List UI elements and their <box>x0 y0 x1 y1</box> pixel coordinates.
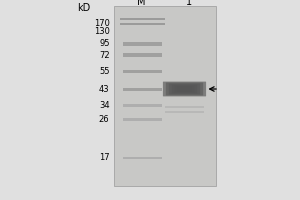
Text: 130: 130 <box>94 26 109 36</box>
Bar <box>123 88 162 90</box>
Text: kD: kD <box>77 3 91 13</box>
Bar <box>123 53 162 57</box>
Bar <box>123 104 162 106</box>
Bar <box>165 106 204 108</box>
Text: 26: 26 <box>99 116 110 124</box>
Bar <box>123 42 162 46</box>
Bar <box>123 70 162 73</box>
Bar <box>165 111 204 113</box>
Text: 43: 43 <box>99 85 110 94</box>
FancyBboxPatch shape <box>166 83 203 95</box>
Bar <box>114 6 216 186</box>
Text: 72: 72 <box>99 50 110 60</box>
FancyBboxPatch shape <box>178 86 191 92</box>
Bar <box>123 157 162 159</box>
FancyBboxPatch shape <box>163 82 206 96</box>
Text: M: M <box>137 0 145 7</box>
Text: 55: 55 <box>99 66 110 75</box>
FancyBboxPatch shape <box>169 84 200 94</box>
Text: 34: 34 <box>99 100 110 110</box>
Text: 1: 1 <box>186 0 192 7</box>
Bar <box>120 18 165 20</box>
FancyBboxPatch shape <box>172 85 197 93</box>
Bar <box>123 118 162 121</box>
Text: 170: 170 <box>94 19 109 27</box>
FancyBboxPatch shape <box>175 86 194 92</box>
Bar <box>120 23 165 25</box>
Text: 17: 17 <box>99 154 110 162</box>
Text: 95: 95 <box>99 40 110 48</box>
